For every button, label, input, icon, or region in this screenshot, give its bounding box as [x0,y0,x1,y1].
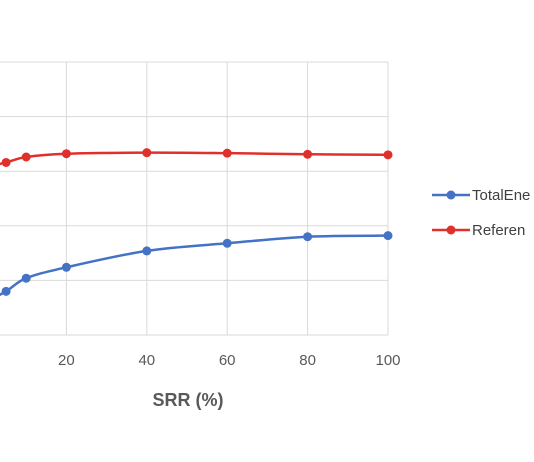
data-point [142,148,152,158]
x-tick-label: 40 [138,352,155,369]
series-line [0,151,389,166]
x-axis-ticks: 20 40 60 80 100 [58,352,400,369]
legend-label: TotalEne [472,187,530,204]
x-tick-label: 100 [375,352,400,369]
data-point [142,246,152,256]
series-line [0,234,389,297]
grid [0,61,389,336]
data-point [383,150,393,160]
data-point [61,262,71,272]
legend-label: Referen [472,222,525,239]
legend: TotalEne Referen [432,187,530,239]
data-point [61,149,71,159]
data-point [303,232,313,242]
series-layer [0,148,393,297]
x-tick-label: 20 [58,352,75,369]
legend-item-totalene: TotalEne [432,187,530,204]
data-point [1,157,11,167]
data-point [222,238,232,248]
data-point [222,148,232,158]
data-point [21,152,31,162]
x-tick-label: 80 [299,352,316,369]
legend-marker [446,225,456,235]
data-point [1,286,11,296]
x-tick-label: 60 [219,352,236,369]
legend-marker [446,190,456,200]
data-point [21,273,31,283]
data-point [303,149,313,159]
x-axis-title: SRR (%) [153,390,224,410]
legend-item-referen: Referen [432,222,525,239]
data-point [383,231,393,241]
